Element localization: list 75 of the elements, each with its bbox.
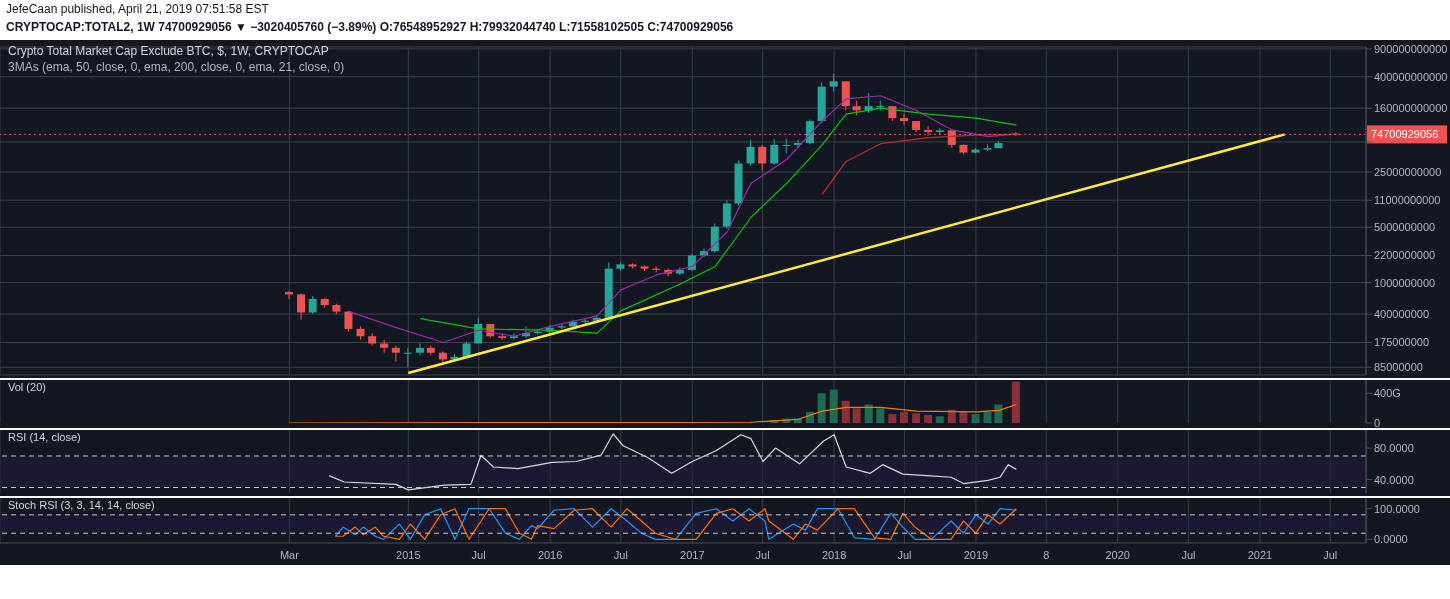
candlestick <box>722 199 731 230</box>
y-tick-label: 25000000000 <box>1374 165 1442 178</box>
x-tick-label: 2016 <box>537 548 563 561</box>
bar <box>888 414 897 423</box>
bar <box>1011 381 1020 423</box>
bar <box>829 389 838 423</box>
y-tick-label: 40.0000 <box>1374 473 1414 486</box>
candlestick <box>829 72 838 93</box>
x-tick-label: 2017 <box>680 548 705 561</box>
y-tick-label: 80.0000 <box>1374 442 1414 455</box>
bar <box>971 414 980 423</box>
y-tick-label: 5000000000 <box>1374 221 1436 234</box>
x-tick-label: 2019 <box>963 548 989 561</box>
chart-title: Stoch RSI (3, 3, 14, 14, close) <box>8 499 155 511</box>
y-tick-label: 400000000 <box>1374 308 1430 321</box>
bar <box>994 404 1003 423</box>
y-tick-label: 2200000000 <box>1374 249 1436 262</box>
candlestick <box>581 318 590 325</box>
x-tick-label: 8 <box>1043 548 1050 561</box>
bar <box>924 414 933 423</box>
chart-title: RSI (14, close) <box>8 431 81 443</box>
ref-line-label: 74700929056 <box>1371 128 1439 141</box>
chart-title: Vol (20) <box>8 381 46 393</box>
x-tick-label: Jul <box>1181 548 1196 561</box>
y-tick-label: 400000000000 <box>1374 70 1448 83</box>
text: JefeCaan published, April 21, 2019 07:51:58 EST <box>6 2 269 16</box>
y-tick-label: 0 <box>1374 416 1381 429</box>
y-tick-label: 1000000000 <box>1374 276 1436 289</box>
y-tick-label: 100.0000 <box>1374 502 1420 515</box>
bar <box>959 411 968 423</box>
candlestick <box>297 292 306 321</box>
x-tick-label: Jul <box>613 548 628 561</box>
x-tick-label: Jul <box>755 548 770 561</box>
x-tick-label: Jul <box>471 548 486 561</box>
candlestick <box>805 119 814 145</box>
candlestick <box>308 295 317 315</box>
x-tick-label: 2021 <box>1247 548 1273 561</box>
x-tick-label: 2015 <box>396 548 421 561</box>
line-series <box>288 403 1017 423</box>
y-tick-label: 85000000 <box>1374 361 1423 374</box>
candlestick <box>793 139 802 149</box>
y-tick-label: 400G <box>1374 387 1401 400</box>
candlestick <box>746 139 755 167</box>
y-tick-label: 160000000000 <box>1374 102 1448 115</box>
chart-title: Crypto Total Market Cap Exclude BTC, $, 1W, CRYPTOCAP <box>8 44 329 58</box>
y-tick-label: 900000000000 <box>1374 42 1448 55</box>
line-series <box>328 433 1017 491</box>
bar <box>900 411 909 423</box>
y-tick-label: 0.0000 <box>1374 533 1408 546</box>
bar <box>841 400 850 423</box>
y-tick-label: 175000000 <box>1374 336 1430 349</box>
line-series <box>821 133 1017 196</box>
candlestick <box>770 138 779 166</box>
text: CRYPTOCAP:TOTAL2, 1W 74700929056 ▼ −3020405760 (−3.89%) O:76548952927 H:79932044740 L:71558102505 C:74700929056 <box>6 20 734 34</box>
candlestick <box>344 310 353 333</box>
y-tick-label: 11000000000 <box>1374 194 1441 207</box>
bar <box>912 413 921 423</box>
x-tick-label: Jul <box>1323 548 1338 561</box>
x-tick-label: Mar <box>279 548 300 561</box>
candlestick <box>403 347 412 368</box>
bar <box>935 416 944 423</box>
candlestick <box>758 144 767 172</box>
bar <box>864 404 873 423</box>
line-series <box>334 508 1017 540</box>
bar <box>947 409 956 423</box>
bar <box>817 393 826 423</box>
candlestick <box>415 343 424 356</box>
bar <box>852 408 861 423</box>
x-tick-label: Jul <box>897 548 912 561</box>
x-tick-label: 2020 <box>1105 548 1130 561</box>
candlestick <box>900 113 909 125</box>
bar <box>983 411 992 423</box>
bar <box>876 408 885 423</box>
text: 3MAs (ema, 50, close, 0, ema, 200, close, 0, ema, 21, close, 0) <box>8 60 345 74</box>
x-tick-label: 2018 <box>821 548 847 561</box>
